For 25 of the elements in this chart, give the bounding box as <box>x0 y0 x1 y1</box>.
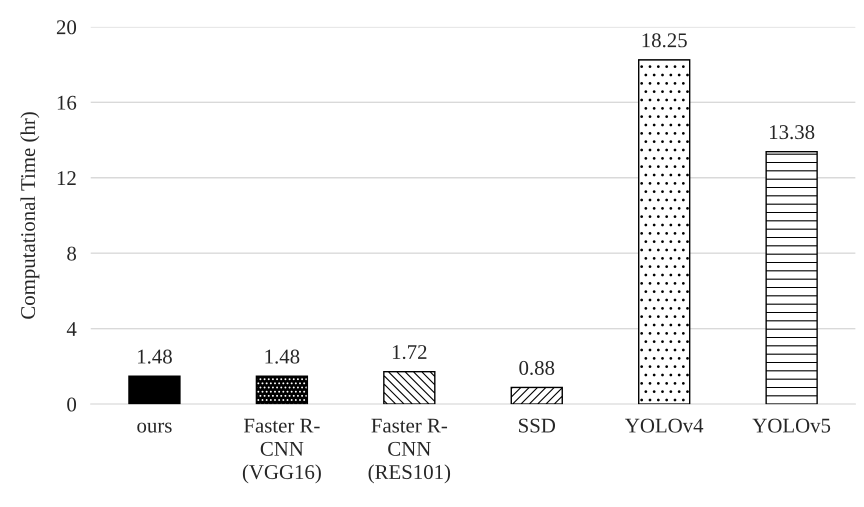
y-tick-label: 0 <box>67 397 76 412</box>
y-axis-title: Computational Time (hr) <box>20 112 40 319</box>
y-tick-label: 4 <box>66 322 77 336</box>
bar <box>256 375 308 404</box>
x-tick-label: ours <box>137 422 172 433</box>
data-label: 1.48 <box>265 350 300 364</box>
x-tick-label: YOLOv4 <box>625 418 704 433</box>
data-label: 1.72 <box>392 345 426 360</box>
bar <box>383 370 436 404</box>
data-label: 0.88 <box>519 360 554 376</box>
x-tick-label: YOLOv5 <box>752 418 830 433</box>
x-tick-label: SSD <box>519 418 556 433</box>
x-tick-label: Faster R- CNN (VGG16) <box>242 418 321 484</box>
data-label: 1.48 <box>138 350 172 364</box>
y-tick-label: 8 <box>67 246 76 261</box>
bar <box>510 386 563 404</box>
y-tick-label: 20 <box>56 20 76 34</box>
bar <box>638 59 690 404</box>
data-label: 18.25 <box>642 33 687 48</box>
data-label: 13.38 <box>770 125 814 140</box>
x-tick-label: Faster R- CNN (RES101) <box>368 418 450 484</box>
y-tick-label: 16 <box>58 96 76 110</box>
y-tick-label: 12 <box>58 171 76 185</box>
bar <box>128 375 181 404</box>
bar <box>765 151 818 404</box>
